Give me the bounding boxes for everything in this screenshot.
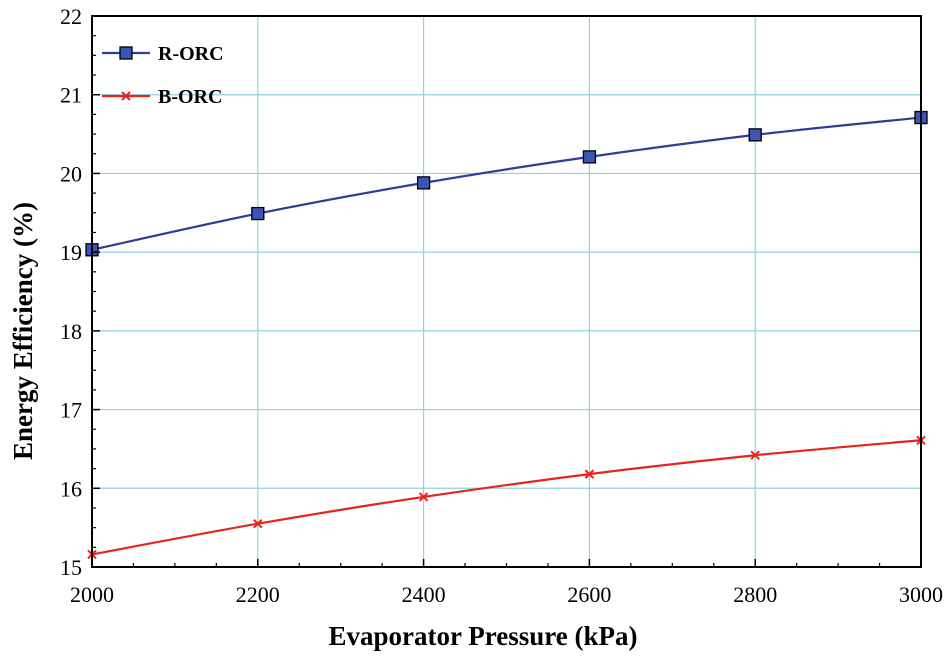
b-orc-point <box>584 469 595 479</box>
y-tick-label: 20 <box>60 161 82 186</box>
y-tick-label: 22 <box>60 4 82 29</box>
legend: R-ORC B-ORC <box>102 43 224 108</box>
r-orc-point <box>416 176 431 190</box>
r-orc-point <box>582 150 597 164</box>
x-tick-label: 2400 <box>402 582 446 607</box>
y-tick-label: 15 <box>60 555 82 580</box>
legend-marker <box>119 46 133 60</box>
y-tick-label: 21 <box>60 83 82 108</box>
legend-label: B-ORC <box>158 86 222 108</box>
y-tick-label: 16 <box>60 476 82 501</box>
y-tick-label: 17 <box>60 398 82 423</box>
x-tick-label: 2600 <box>567 582 611 607</box>
b-orc-point <box>750 450 760 460</box>
r-orc-point <box>251 206 265 221</box>
tick-labels: 2000 2200 2400 2600 2800 3000 15 16 17 18 19 20 21 22 <box>60 4 943 607</box>
x-tick-label: 3000 <box>899 582 943 607</box>
b-orc-point <box>418 492 429 502</box>
y-tick-label: 18 <box>60 319 82 344</box>
x-tick-label: 2200 <box>236 582 280 607</box>
x-tick-label: 2800 <box>733 582 777 607</box>
grid <box>92 16 921 567</box>
ticks <box>91 15 922 568</box>
legend-item-b-orc: B-ORC <box>102 86 222 108</box>
legend-marker <box>121 91 131 101</box>
b-orc-point <box>253 519 263 529</box>
r-orc-point <box>748 128 762 142</box>
x-axis-title: Evaporator Pressure (kPa) <box>329 621 638 651</box>
legend-item-r-orc: R-ORC <box>102 43 224 65</box>
x-tick-label: 2000 <box>70 582 114 607</box>
r-orc-line <box>91 116 922 251</box>
y-tick-label: 19 <box>60 240 82 265</box>
y-axis-title: Energy Efficiency (%) <box>8 202 38 460</box>
legend-label: R-ORC <box>158 43 224 65</box>
b-orc-line <box>91 439 922 556</box>
